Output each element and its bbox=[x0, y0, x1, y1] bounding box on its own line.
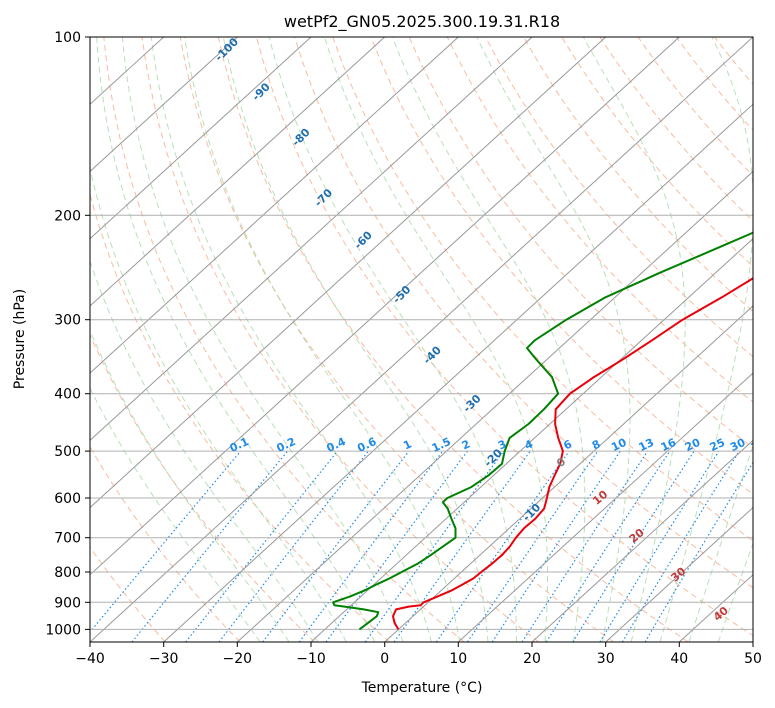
moist-adiabat-line bbox=[391, 37, 586, 642]
moist-adiabat-line bbox=[476, 37, 631, 642]
y-tick-label: 800 bbox=[54, 565, 81, 581]
isotherm-line bbox=[90, 37, 386, 307]
moist-adiabat-line bbox=[121, 37, 404, 642]
x-axis-label: Temperature (°C) bbox=[361, 680, 483, 696]
dry-adiabat-line bbox=[523, 37, 753, 313]
mixing-ratio-line bbox=[435, 450, 570, 642]
x-tick-label: 10 bbox=[449, 651, 467, 667]
moist-adiabat-line bbox=[688, 443, 753, 642]
isotherm-line bbox=[457, 372, 753, 642]
x-tick-label: 20 bbox=[523, 651, 541, 667]
moist-adiabat-line bbox=[717, 542, 753, 642]
isotherm-line bbox=[90, 37, 533, 442]
y-tick-label: 200 bbox=[54, 208, 81, 224]
isotherm-line bbox=[90, 37, 238, 173]
x-tick-label: 50 bbox=[744, 651, 762, 667]
mixing-ratio-label: 16 bbox=[659, 436, 679, 454]
dry-adiabat-line bbox=[752, 37, 753, 39]
isotherm-line bbox=[752, 641, 753, 642]
chart-title: wetPf2_GN05.2025.300.19.31.R18 bbox=[284, 12, 560, 32]
y-tick-label: 100 bbox=[54, 30, 81, 46]
mixing-ratio-line bbox=[131, 450, 289, 642]
mixing-ratio-line bbox=[572, 450, 695, 642]
mixing-ratio-line bbox=[545, 450, 671, 642]
mixing-ratio-label: 36 bbox=[749, 436, 769, 454]
mixing-ratio-line bbox=[466, 450, 599, 642]
moist-adiabat-line bbox=[90, 329, 290, 642]
x-tick-label: −10 bbox=[296, 651, 326, 667]
profiles bbox=[332, 231, 753, 631]
dry-adiabat-line bbox=[294, 37, 753, 589]
dry-adiabat-line bbox=[484, 37, 753, 358]
isotherm-line bbox=[236, 170, 753, 642]
y-tick-label: 300 bbox=[54, 313, 81, 329]
x-tick-label: 30 bbox=[597, 651, 615, 667]
plot-frame bbox=[89, 36, 754, 643]
temperature-profile-line bbox=[392, 277, 753, 630]
y-axis-label: Pressure (hPa) bbox=[12, 289, 28, 389]
mixing-ratio-label: 25 bbox=[708, 436, 727, 454]
isotherm-line bbox=[605, 506, 753, 642]
isotherm-line bbox=[90, 37, 312, 240]
y-axis-ticks: 100 200 300 400 500 600 700 800 900 1000 bbox=[45, 30, 90, 638]
dry-adiabat-line bbox=[141, 37, 540, 642]
isotherm-line bbox=[90, 37, 680, 576]
moist-adiabat-line bbox=[324, 37, 548, 642]
mixing-ratio-line bbox=[90, 450, 242, 633]
dewpoint-profile-line bbox=[332, 231, 753, 631]
dry-adiabat-line bbox=[408, 37, 753, 449]
moist-adiabat-line bbox=[222, 37, 489, 642]
y-tick-label: 600 bbox=[54, 491, 81, 507]
dry-adiabat-line bbox=[370, 37, 753, 495]
isotherm-line bbox=[531, 439, 753, 642]
isotherm-line bbox=[90, 37, 459, 374]
moist-adiabat-line bbox=[184, 37, 461, 642]
mixing-ratio-line bbox=[521, 450, 649, 642]
moist-adiabat-line bbox=[96, 37, 376, 642]
mixing-ratio-line bbox=[621, 450, 740, 642]
mixing-ratio-line bbox=[262, 450, 410, 642]
isotherm-line bbox=[90, 37, 753, 642]
y-tick-label: 500 bbox=[54, 444, 81, 460]
isotherm-line bbox=[310, 237, 753, 642]
dry-adiabat-line bbox=[103, 37, 465, 642]
mixing-ratio-line bbox=[364, 450, 505, 642]
mixing-ratio-label: 10 bbox=[609, 436, 629, 454]
mixing-ratio-line bbox=[185, 450, 339, 642]
y-tick-label: 1000 bbox=[45, 622, 81, 638]
mixing-ratio-label: 20 bbox=[683, 436, 703, 454]
background-lines bbox=[90, 37, 753, 642]
y-tick-label: 900 bbox=[54, 595, 81, 611]
dry-adiabat-line bbox=[217, 37, 689, 642]
mixing-ratio-line bbox=[325, 450, 468, 642]
moist-adiabat-line bbox=[268, 37, 517, 642]
moist-adiabat-line bbox=[90, 259, 319, 642]
moist-adiabat-line bbox=[90, 387, 261, 642]
mixing-ratio-label: 13 bbox=[637, 436, 656, 454]
isotherm-line bbox=[163, 103, 753, 642]
moist-adiabat-line bbox=[582, 37, 686, 642]
dry-adiabat-line bbox=[90, 546, 166, 642]
isotherm-line bbox=[90, 37, 607, 509]
dry-adiabat-line bbox=[256, 37, 753, 637]
dry-adiabat-line bbox=[332, 37, 753, 542]
y-tick-label: 700 bbox=[54, 531, 81, 547]
dry-adiabat-line bbox=[90, 192, 390, 642]
x-tick-label: 40 bbox=[670, 651, 688, 667]
x-axis-ticks: −40 −30 −20 −10 0 10 20 30 40 50 bbox=[75, 642, 762, 667]
mixing-ratio-line bbox=[491, 450, 621, 642]
moist-adiabat-line bbox=[90, 165, 347, 642]
x-tick-label: −30 bbox=[149, 651, 179, 667]
mixing-ratio-label: 30 bbox=[728, 436, 748, 454]
x-tick-label: 0 bbox=[380, 651, 389, 667]
moist-adiabat-line bbox=[150, 37, 432, 642]
mixing-ratio-line bbox=[298, 450, 444, 642]
isobar-grid bbox=[90, 37, 753, 630]
isotherm-line bbox=[384, 305, 753, 642]
x-tick-label: −20 bbox=[223, 651, 253, 667]
dry-adiabat-line bbox=[446, 37, 753, 403]
x-tick-label: −40 bbox=[75, 651, 105, 667]
y-tick-label: 400 bbox=[54, 387, 81, 403]
